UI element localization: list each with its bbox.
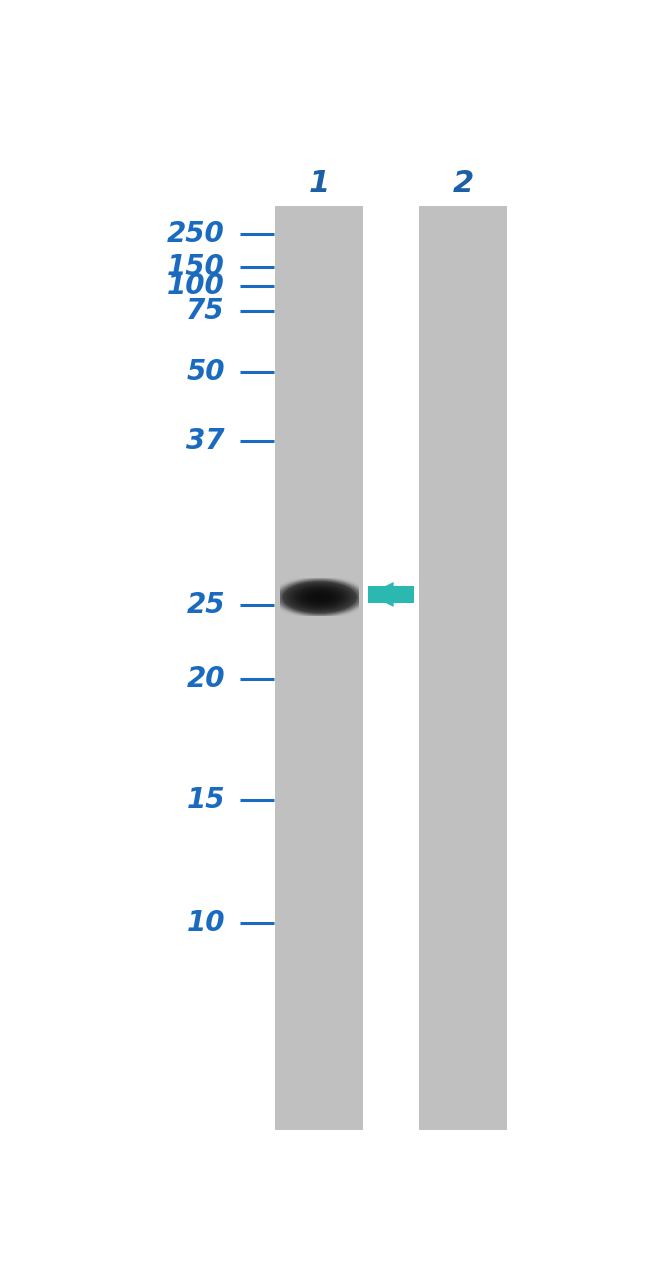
Text: 75: 75 xyxy=(187,297,225,325)
Text: 2: 2 xyxy=(452,169,474,198)
Bar xyxy=(369,585,414,603)
Text: 37: 37 xyxy=(187,427,225,455)
Text: 25: 25 xyxy=(187,591,225,620)
Text: 100: 100 xyxy=(167,272,225,301)
Text: 20: 20 xyxy=(187,664,225,692)
Text: 10: 10 xyxy=(187,909,225,937)
Bar xyxy=(419,206,507,1130)
Text: 150: 150 xyxy=(167,253,225,281)
Text: 1: 1 xyxy=(309,169,330,198)
Bar xyxy=(275,206,363,1130)
Text: 250: 250 xyxy=(167,220,225,248)
Text: 15: 15 xyxy=(187,786,225,814)
Text: 50: 50 xyxy=(187,358,225,386)
